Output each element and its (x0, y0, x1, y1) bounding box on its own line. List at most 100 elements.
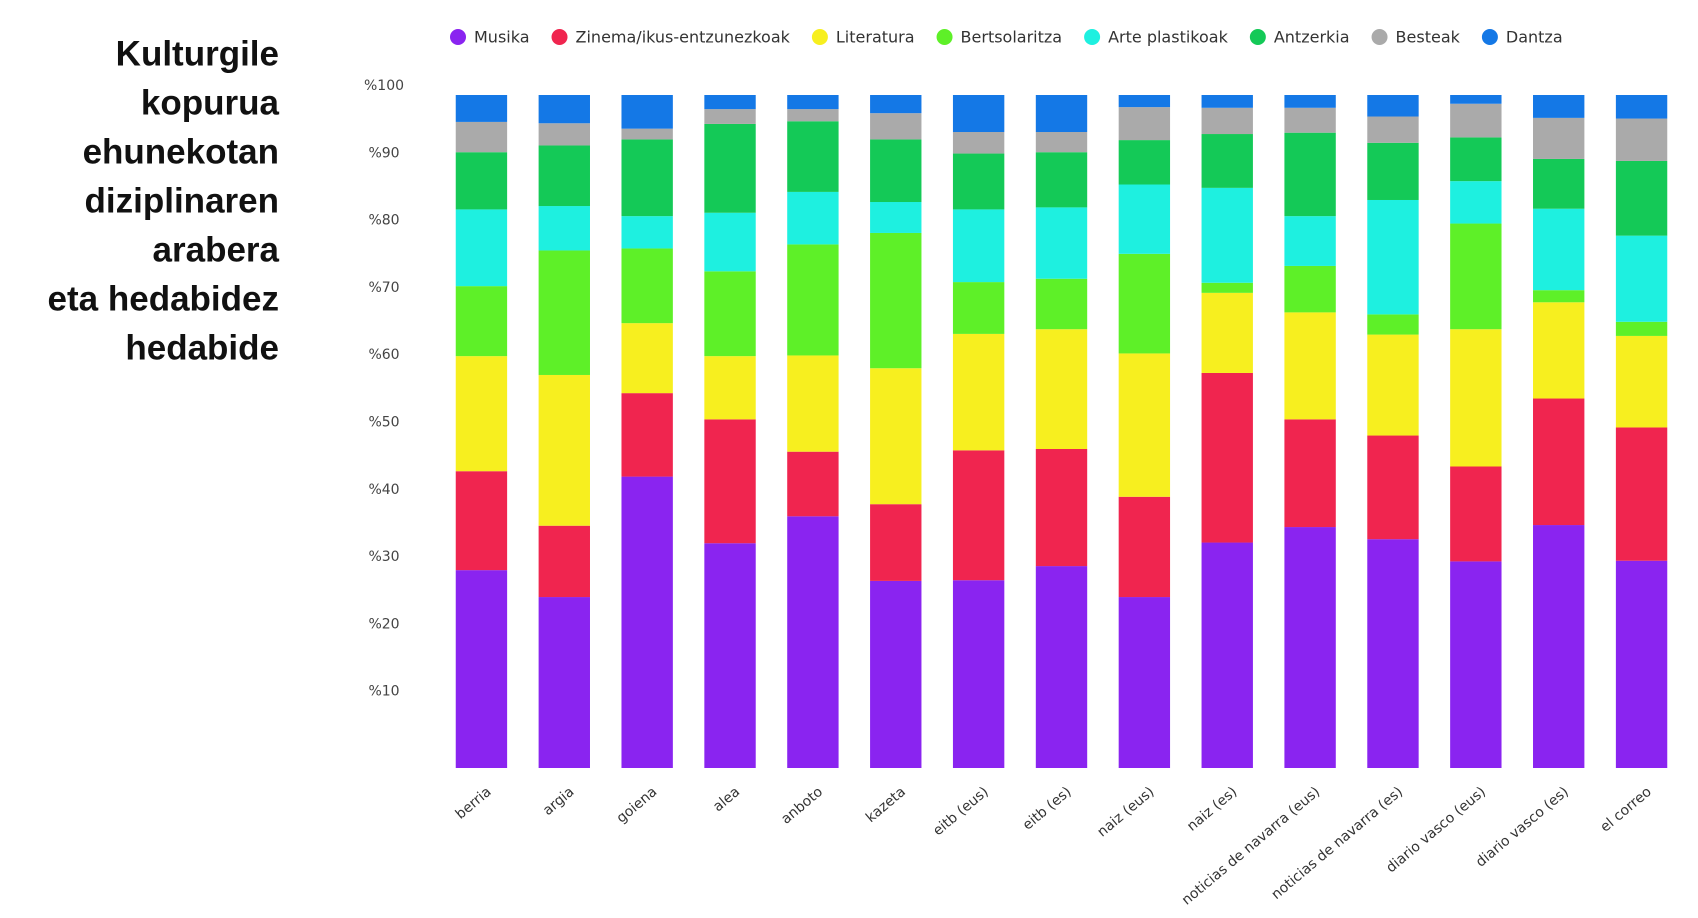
bar-segment (1367, 435, 1419, 540)
bar-segment (1201, 187, 1253, 283)
bar-segment (1450, 466, 1502, 562)
bar-segment (1284, 95, 1336, 108)
bar-segment (1533, 208, 1585, 291)
bar-segment (1201, 372, 1253, 543)
bar-segment (704, 95, 756, 110)
chart-title: Kulturgile (116, 34, 279, 73)
bar-segment (1615, 160, 1668, 236)
bar-segment (538, 123, 590, 146)
legend-swatch (1481, 29, 1498, 45)
bar-segment (621, 95, 673, 129)
legend-label: Dantza (1506, 28, 1563, 47)
bar-segment (1533, 398, 1585, 526)
bar-segment (1284, 419, 1336, 528)
bar-segment (870, 95, 922, 114)
bar-segment (787, 191, 839, 245)
bar-segment (1450, 181, 1502, 224)
bar-segment (1118, 107, 1171, 141)
bar-segment (787, 355, 839, 452)
bar-segment (1118, 496, 1171, 598)
legend-swatch (1084, 29, 1101, 45)
bar-segment (621, 139, 673, 217)
bar-segment (1615, 321, 1668, 336)
bar-segment (1367, 334, 1419, 436)
bar-segment (704, 109, 756, 124)
bar-segment (1284, 132, 1336, 217)
bar-segment (1615, 118, 1668, 161)
bar-segment (1035, 566, 1088, 768)
y-tick-label: %50 (368, 415, 399, 431)
bar-segment (952, 95, 1005, 133)
bar-segment (1035, 329, 1088, 449)
x-tick-label: kazeta (863, 784, 909, 826)
x-tick-label: argia (540, 784, 577, 819)
bar-segment (787, 95, 839, 110)
legend-swatch (811, 29, 828, 45)
bar-segment (1284, 107, 1336, 133)
bar-segment (1118, 95, 1171, 108)
chart-title: ehunekotan (83, 132, 279, 171)
bar-segment (952, 580, 1005, 768)
bar-segment (1118, 353, 1171, 497)
bar-segment (1615, 95, 1668, 119)
bar-segment (952, 450, 1005, 581)
x-tick-label: alea (710, 784, 743, 815)
x-tick-label: eitb (es) (1020, 784, 1075, 834)
y-tick-label: %60 (368, 347, 399, 363)
chart-title: hedabide (125, 328, 279, 367)
chart-title: kopurua (141, 83, 280, 122)
x-tick-label: anboto (778, 784, 826, 828)
x-tick-label: berria (453, 784, 495, 823)
bar-segment (952, 282, 1005, 334)
bar-segment (538, 95, 590, 124)
bar-segment (1533, 117, 1585, 159)
y-tick-label: %100 (364, 78, 404, 94)
bar-segment (1367, 539, 1419, 768)
bar-segment (1201, 107, 1253, 135)
bar-segment (1201, 95, 1253, 108)
bar-segment (787, 121, 839, 192)
bar-segment (538, 250, 590, 375)
bar-segment (621, 323, 673, 394)
legend-swatch (551, 29, 568, 45)
bar-segment (1533, 290, 1585, 303)
bar-segment (870, 368, 922, 505)
chart-title: eta hedabidez (48, 279, 279, 318)
bar-segment (455, 356, 508, 472)
bar-segment (455, 121, 508, 153)
bar-segment (538, 597, 590, 768)
bar-segment (1035, 278, 1088, 330)
bar-segment (1367, 142, 1419, 200)
legend-label: Zinema/ikus-entzunezkoak (576, 28, 791, 47)
bar-segment (1118, 140, 1171, 185)
bar-segment (455, 95, 508, 122)
legend-swatch (1249, 29, 1266, 45)
bar-segment (1367, 116, 1419, 143)
bar-segment (455, 471, 508, 571)
bar-segment (1284, 216, 1336, 266)
bar-segment (538, 525, 590, 598)
legend-label: Bertsolaritza (961, 28, 1063, 47)
bar-segment (1035, 132, 1088, 153)
bar-segment (621, 476, 673, 768)
bar-segment (1533, 158, 1585, 209)
bar-segment (704, 123, 756, 213)
chart-title: diziplinaren (85, 181, 279, 220)
x-tick-label: noticias de navarra (es) (1269, 784, 1407, 903)
bar-segment (621, 248, 673, 324)
bar-segment (1367, 95, 1419, 117)
bar-segment (1201, 282, 1253, 293)
x-tick-label: naiz (es) (1184, 784, 1240, 835)
bar-segment (1450, 137, 1502, 182)
bar-segment (787, 109, 839, 122)
y-tick-label: %10 (368, 684, 399, 700)
bar-segment (1533, 302, 1585, 399)
bar-segment (1035, 152, 1088, 208)
bar-segment (455, 286, 508, 357)
bar-segment (1118, 184, 1171, 254)
bar-segment (1450, 103, 1502, 138)
bar-segment (1450, 223, 1502, 330)
bar-segment (1367, 199, 1419, 315)
bar-segment (870, 504, 922, 581)
y-tick-label: %30 (368, 549, 399, 565)
